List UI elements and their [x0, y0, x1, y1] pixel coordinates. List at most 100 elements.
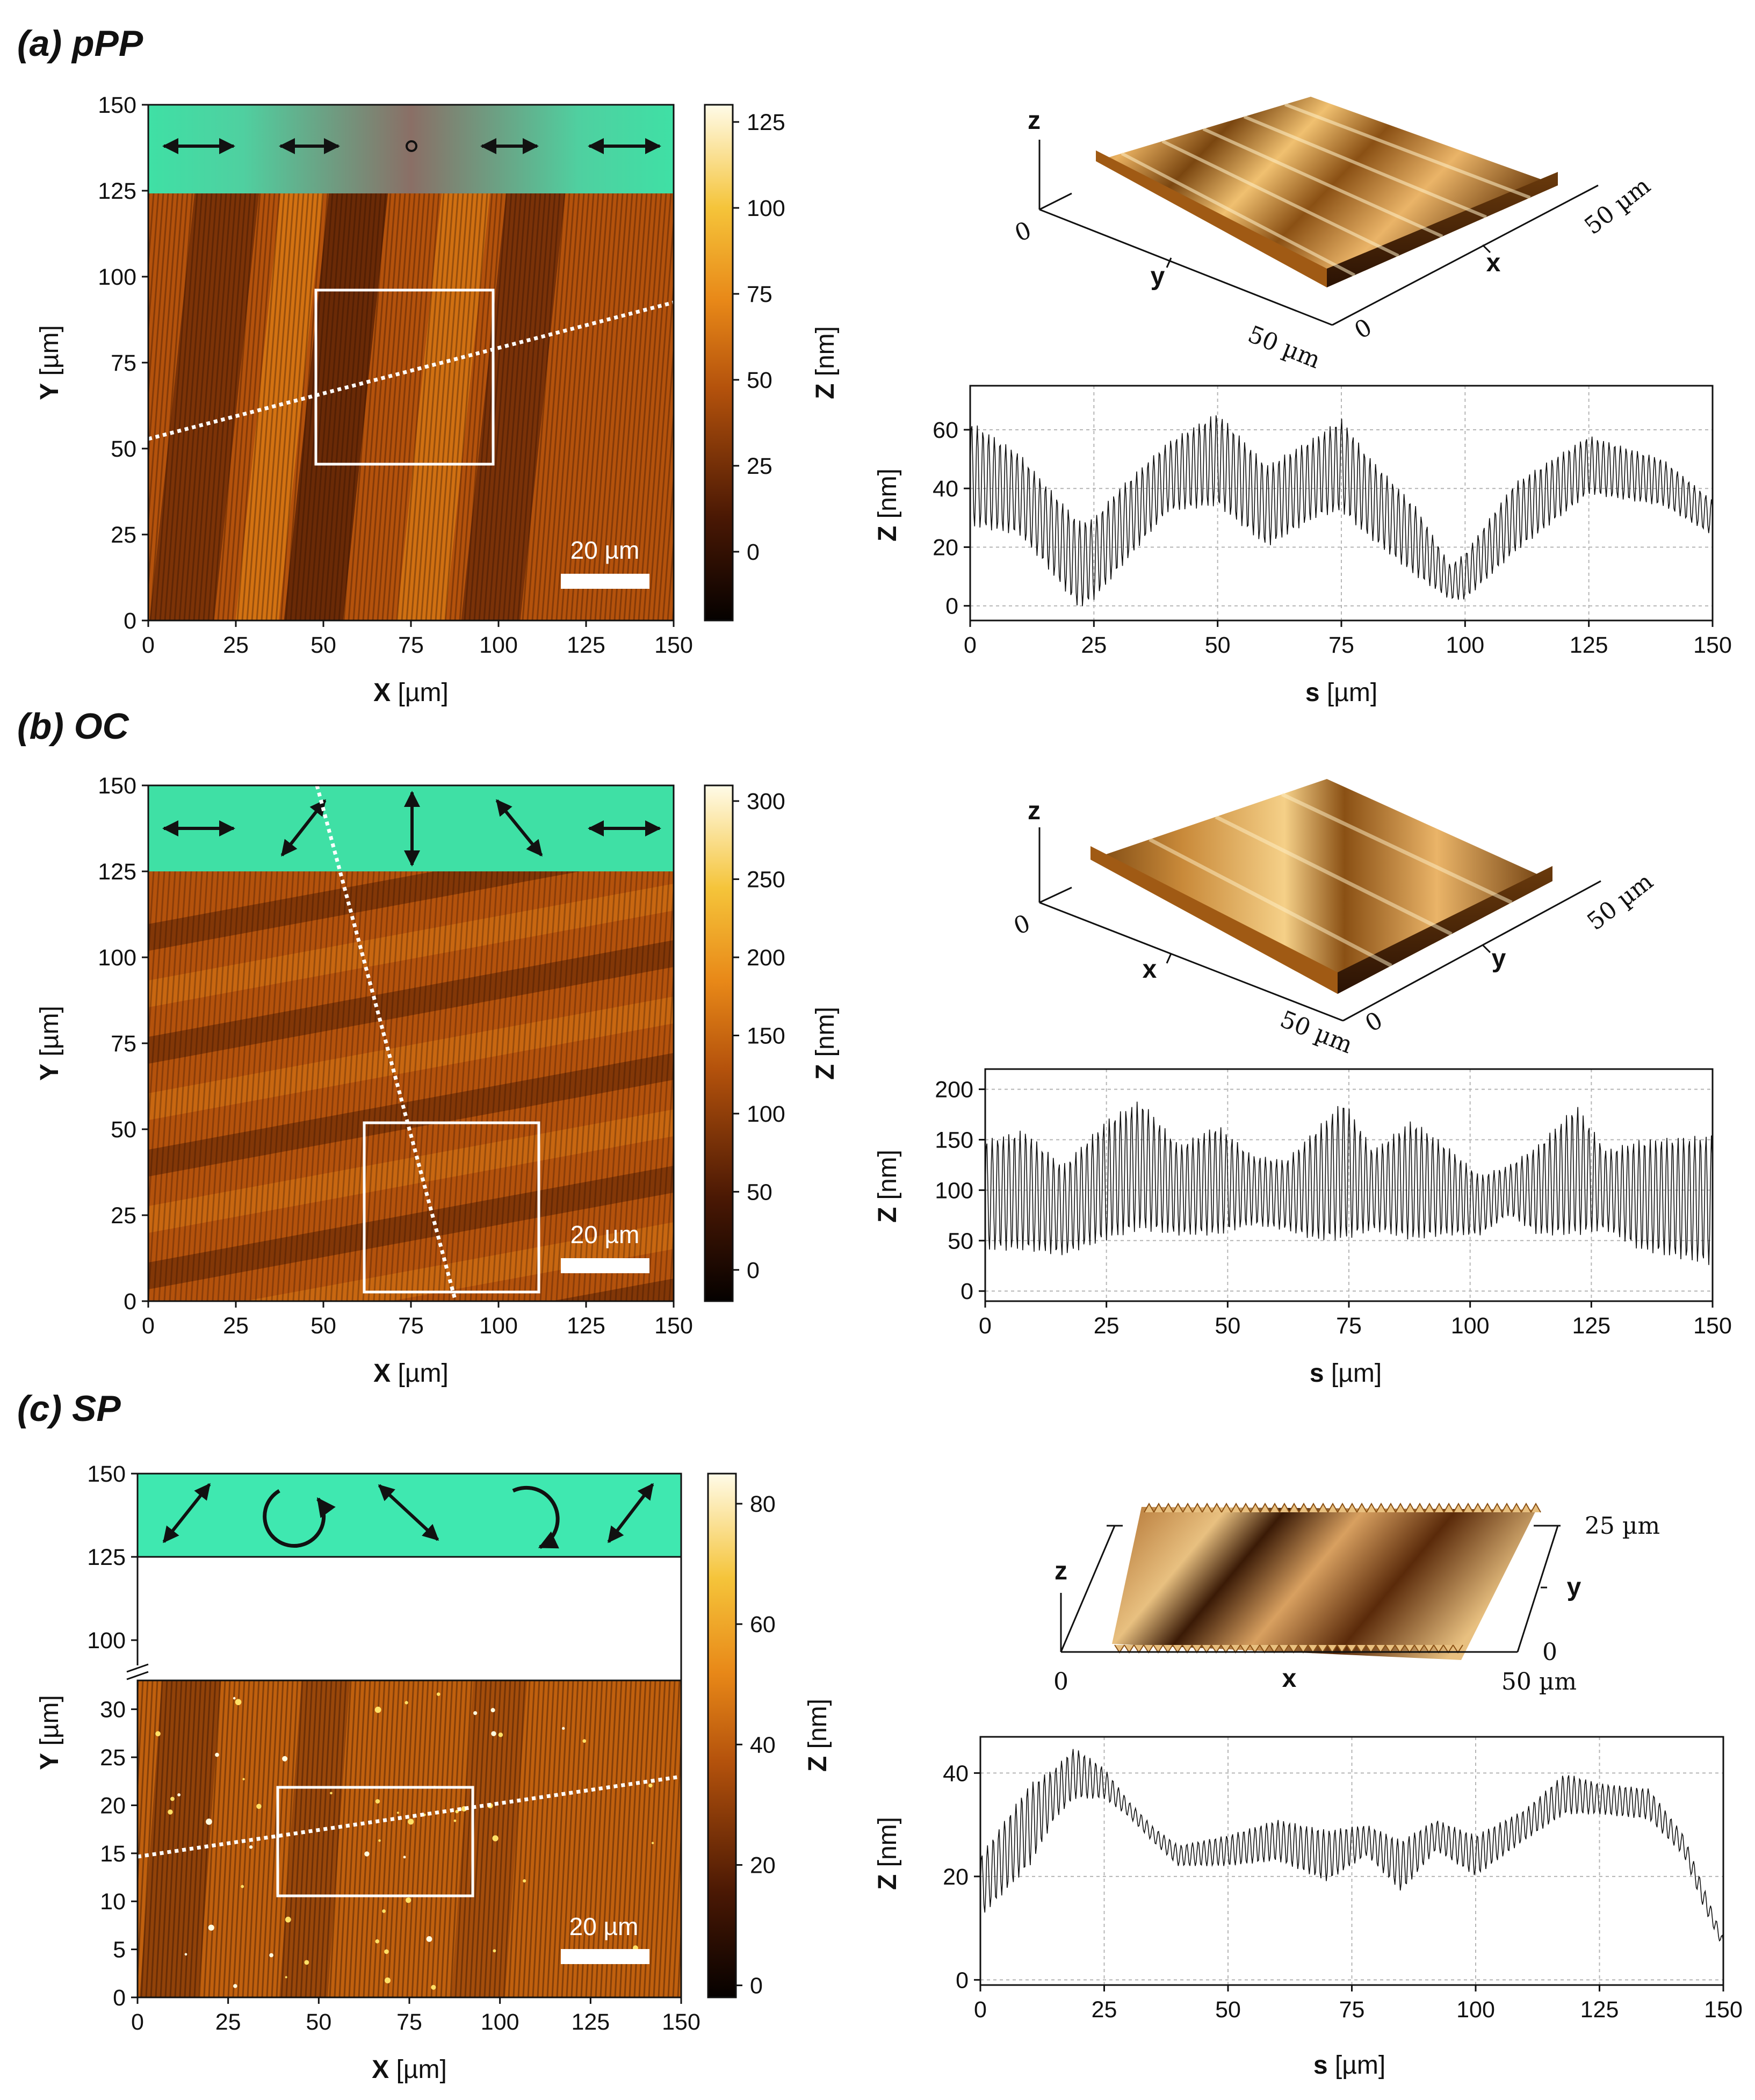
x-tick-label: 150 — [1693, 1313, 1732, 1339]
axis-origin-a: 0 — [1011, 217, 1035, 248]
y-tick-label: 50 — [111, 1117, 136, 1143]
afm-bright-particles — [155, 1692, 654, 1990]
afm-bright-band — [396, 193, 490, 620]
y-tick-label: 60 — [933, 417, 958, 443]
colorbar-tick-label: 200 — [747, 945, 785, 971]
afm-dark-band — [451, 1680, 528, 1997]
profile-y-label: Z [nm] — [873, 468, 902, 542]
polarization-icons — [162, 791, 661, 867]
colorbar-unit: [nm] — [811, 1007, 840, 1057]
circular-arrow-icon — [512, 1485, 560, 1549]
x-axis-symbol: X — [373, 679, 391, 707]
axis-frame-line — [1039, 886, 1072, 904]
afm-fine-ripples — [148, 193, 674, 620]
colorbar-tick-label: 0 — [747, 539, 760, 565]
axis-break-mark — [126, 1663, 149, 1673]
afm-dark-band — [279, 1680, 350, 1997]
profile-x-symbol: s — [1310, 1359, 1324, 1388]
y-tick-label: 40 — [933, 476, 958, 502]
x-tick-label: 0 — [142, 632, 155, 658]
y-tick-label: 125 — [98, 178, 136, 204]
afm-fine-ripples — [148, 871, 674, 1301]
afm-fine-ripples — [138, 1680, 681, 1997]
x-tick-label: 50 — [306, 2009, 331, 2035]
y-tick-label: 150 — [935, 1127, 973, 1153]
x-axis-symbol: X — [372, 2055, 389, 2084]
profile-y-unit: [nm] — [873, 1817, 902, 1867]
y-tick-label: 100 — [98, 264, 136, 290]
axis-origin-a: 0 — [1010, 910, 1034, 941]
y-tick-label: 20 — [933, 535, 958, 560]
double-arrow-diagonal-up-icon — [162, 1483, 211, 1543]
profile-line — [148, 300, 674, 441]
panel-a-label: (a) pPP — [17, 23, 143, 64]
analysis-box — [276, 1786, 474, 1897]
panel-c-afm-map: 20 µm — [126, 1473, 682, 1998]
panel-a-colorbar: 0 25 50 75 100 125 Z [nm] — [704, 104, 840, 622]
colorbar-tick-label: 40 — [750, 1732, 776, 1758]
circle-dot-icon — [406, 140, 417, 152]
y-axis-label: Y [µm] — [35, 1695, 64, 1770]
x-axis-unit: [µm] — [396, 2055, 447, 2084]
profile-y-unit: [nm] — [873, 1150, 902, 1200]
axis-break-gap — [138, 1557, 681, 1680]
axis-z-label: z — [1055, 1557, 1067, 1585]
x-tick-label: 75 — [1339, 1997, 1365, 2023]
axis-b-line — [1516, 1525, 1559, 1652]
y-tick-label: 75 — [111, 1031, 136, 1057]
axis-b-line — [1342, 880, 1601, 1022]
afm-dark-band — [284, 193, 388, 620]
axis-a-label: x — [1282, 1664, 1297, 1693]
double-arrow-diagonal-down-icon — [495, 799, 543, 857]
y-tick-label: 75 — [111, 350, 136, 376]
y-tick-label: 0 — [124, 1289, 136, 1315]
y-tick-label: 200 — [935, 1077, 973, 1103]
profile-frame — [969, 385, 1714, 622]
x-axis-symbol: X — [373, 1359, 391, 1388]
axis-extent-b: 25 µm — [1585, 1512, 1660, 1540]
profile-x-symbol: s — [1313, 2051, 1328, 2080]
x-axis-unit: [µm] — [398, 679, 449, 707]
axis-extent-a: 50 µm — [1501, 1668, 1577, 1695]
axis-origin-b: 0 — [1361, 1006, 1388, 1037]
colorbar-tick-label: 0 — [747, 1258, 760, 1283]
y-tick-label: 40 — [943, 1760, 969, 1786]
polarization-icons — [162, 138, 661, 154]
profile-y-symbol: Z — [873, 1874, 902, 1890]
profile-x-symbol: s — [1305, 679, 1320, 707]
x-tick-label: 25 — [215, 2009, 241, 2035]
surface-right-side — [1327, 172, 1558, 287]
x-tick-label: 0 — [142, 1313, 155, 1339]
colorbar-tick-label: 150 — [747, 1023, 785, 1049]
analysis-box — [314, 288, 495, 466]
afm-map-background — [138, 1680, 681, 1997]
profile-x-unit: [µm] — [1335, 2051, 1385, 2080]
y-tick-label: 15 — [100, 1841, 126, 1867]
y-tick-label: 20 — [100, 1793, 126, 1818]
profile-x-label: s [µm] — [1305, 679, 1377, 707]
colorbar-tick-label: 300 — [747, 789, 785, 814]
afm-bright-band — [235, 193, 324, 620]
x-tick-label: 75 — [1328, 632, 1354, 658]
profile-y-label: Z [nm] — [873, 1817, 902, 1890]
y-tick-label: 0 — [124, 608, 136, 634]
axis-origin-b: 0 — [1350, 313, 1377, 344]
x-axis-unit: [µm] — [398, 1359, 449, 1388]
afm-dark-band — [140, 1680, 221, 1997]
colorbar-symbol: Z — [811, 384, 840, 399]
profile-y-unit: [nm] — [873, 468, 902, 518]
profile-y-label: Z [nm] — [873, 1150, 902, 1223]
y-tick-label: 125 — [98, 859, 136, 885]
polarization-strip — [148, 105, 674, 193]
y-tick-label: 125 — [87, 1545, 126, 1570]
x-axis-label: X [µm] — [373, 679, 449, 707]
profile-series-line — [980, 1749, 1724, 1942]
panel-b-profile: 0 25 50 75 100 125 150 0 50 100 150 200 s [µm] Z [n… — [873, 1068, 1732, 1388]
y-tick-label: 100 — [87, 1628, 126, 1654]
axis-origin-a: 0 — [1053, 1668, 1068, 1695]
axis-extent-a: 50 µm — [1244, 321, 1324, 374]
x-tick-label: 150 — [1704, 1997, 1743, 2023]
x-tick-label: 125 — [567, 1313, 605, 1339]
y-tick-label: 25 — [111, 1203, 136, 1229]
